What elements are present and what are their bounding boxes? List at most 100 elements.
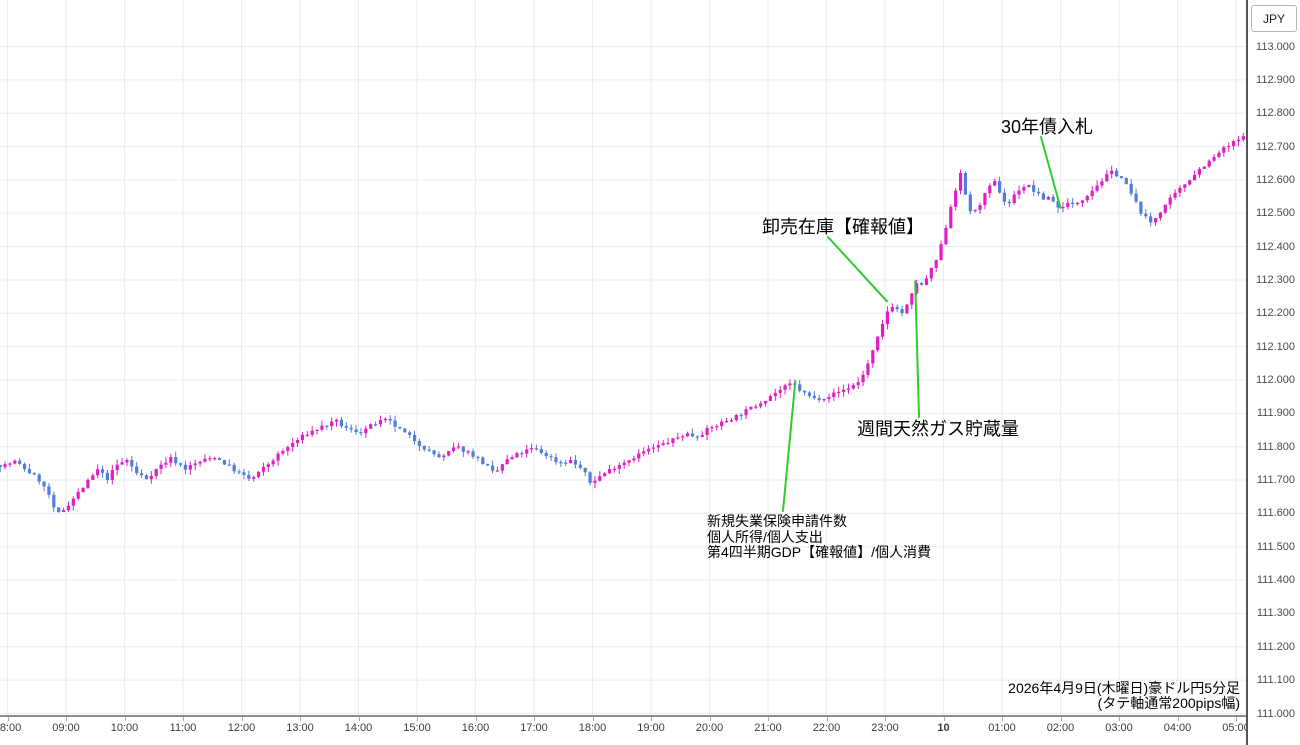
candle-body [227,464,231,466]
candle-body [149,475,153,480]
candle-body [13,460,17,464]
candle-body [388,418,392,421]
candle-body [846,388,851,390]
candle-body [783,385,787,390]
candle-body [754,406,758,408]
time-tick-mark [709,717,711,721]
candle-body [715,426,719,428]
time-tick-label: 12:00 [227,722,256,734]
candle-body [8,463,12,465]
candle-body [486,463,490,466]
candle-body [178,463,183,465]
footnote-date-instrument: 2026年4月9日(木曜日)豪ドル円5分足 [1008,680,1240,696]
candle-body [193,463,197,466]
candle-body [427,449,431,451]
candle-body [934,260,938,268]
candle-body [705,427,709,435]
candle-body [330,421,334,427]
candle-body [1032,185,1036,192]
candle-body [1217,152,1221,158]
price-tick-label: 111.700 [1256,474,1295,487]
candle-body [759,403,763,407]
candle-body [973,209,977,212]
time-tick-mark [885,717,886,721]
candle-body [1085,196,1089,201]
candle-body [997,181,1002,193]
candle-body [105,472,110,481]
candle-body [222,460,227,465]
candle-body [900,309,904,314]
candle-body [788,383,792,386]
candle-body [515,453,519,458]
candle-body [880,323,885,337]
time-axis-separator [0,715,1300,717]
candle-body [408,432,412,435]
candle-body [802,390,807,393]
candle-body [71,498,75,506]
candle-body [632,458,636,461]
candle-body [466,451,470,453]
candle-body [320,425,324,430]
candle-body [81,487,85,492]
candle-body [763,400,768,404]
candle-body [593,480,597,483]
candle-body [963,172,968,195]
candle-body [1202,166,1206,169]
candle-body [851,385,855,389]
candle-body [890,306,894,312]
candle-body [247,474,251,479]
candle-body [252,477,256,479]
candle-body [412,434,417,442]
candle-body [135,466,139,474]
candle-body [554,457,558,463]
candle-body [1207,160,1211,167]
candle-body [939,244,943,261]
candle-body [1153,218,1158,223]
candle-body [61,510,66,512]
time-tick-label: 17:00 [520,722,548,734]
candle-body [417,441,422,446]
time-tick-label: 15:00 [403,722,431,734]
candle-body [295,440,300,444]
candle-body [422,445,426,450]
candle-body [1222,147,1226,153]
candle-body [734,414,738,421]
candle-body [271,460,275,465]
time-tick-label: 09:00 [52,722,80,734]
candle-body [871,350,875,364]
candle-body [583,467,587,473]
candle-body [1066,202,1070,207]
candle-body [1002,192,1007,202]
candle-body [856,382,860,386]
candle-body [822,398,826,401]
candle-body [817,397,821,400]
chart-footnote: 2026年4月9日(木曜日)豪ドル円5分足 (タテ軸通常200pips幅) [1008,681,1240,711]
candle-body [949,206,953,228]
candle-body [349,427,353,430]
candle-body [598,476,602,481]
event-pointer-line [782,380,797,512]
candle-body [91,475,95,480]
price-tick-label: 112.400 [1256,240,1295,253]
price-tick-label: 112.600 [1256,173,1295,186]
time-tick-mark [358,717,360,721]
time-tick-mark [943,717,945,721]
candle-body [544,452,548,457]
candle-body [607,469,612,474]
candle-body [1071,202,1075,204]
candle-body [1095,185,1099,191]
candle-body [208,458,212,460]
candle-body [495,470,500,472]
candle-body [393,420,397,427]
candle-body [144,475,149,480]
candle-body [500,464,504,471]
time-axis[interactable]: 08:00 09:00 10:00 11:00 12:00 13:00 14:00 15:00… [0,717,1300,745]
price-axis[interactable]: JPY 113.000 112.900 112.800 112.700 112.600 1… [1248,0,1300,720]
candle-body [885,311,890,324]
candle-body [305,434,309,437]
price-tick-label: 112.900 [1256,73,1295,86]
candle-body [510,457,514,460]
candle-body [437,454,441,458]
candle-body [125,459,129,463]
